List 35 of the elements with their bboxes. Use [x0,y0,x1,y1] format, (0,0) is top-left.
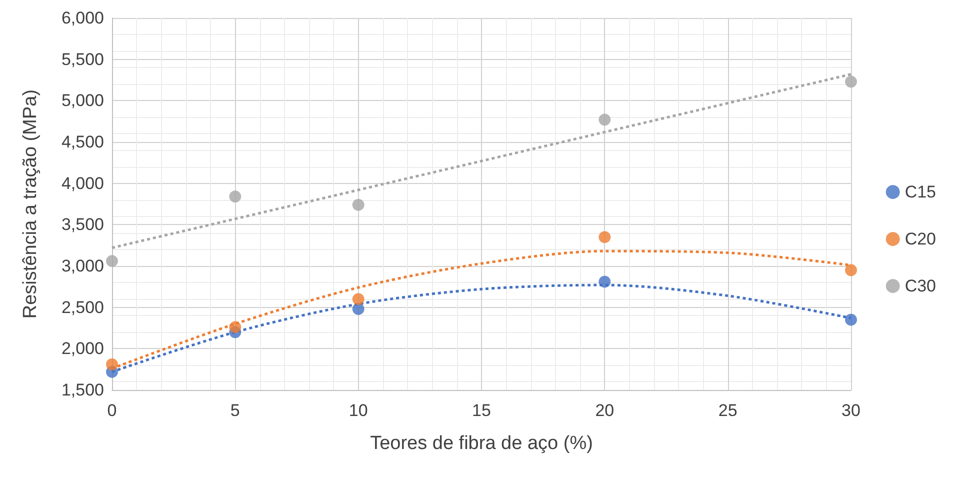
y-tick-label: 5,500 [61,50,104,69]
x-tick-label: 5 [230,401,240,420]
point [845,314,857,326]
point [352,198,364,211]
point [106,358,118,370]
y-tick-label: 3,000 [61,256,104,276]
x-tick-label: 25 [718,401,738,420]
x-tick-label: 15 [472,401,491,420]
point [845,264,857,276]
y-tick-label: 2,000 [61,339,104,358]
x-tick-label: 20 [595,401,614,420]
x-tick-label: 10 [348,401,368,420]
x-axis-title: Teores de fibra de aço (%) [370,433,593,454]
point [598,114,611,126]
point [229,321,242,334]
x-tick-label: 30 [842,401,860,420]
point [229,190,242,203]
legend-label: C20 [904,230,936,248]
x-tick-label: 0 [107,401,117,420]
y-tick-label: 6,000 [61,8,104,28]
point [352,293,364,306]
y-tick-label: 4,000 [61,174,104,193]
point [352,302,364,315]
y-axis-title: Resistência a tração (MPa) [20,89,41,319]
point [598,276,611,288]
y-tick-label: 2,500 [61,298,104,317]
point [106,255,118,268]
legend-label: C15 [904,182,936,202]
y-tick-label: 3,500 [61,215,104,234]
point [845,76,857,88]
y-tick-label: 5,000 [61,91,104,110]
point [598,231,611,244]
y-tick-label: 4,500 [61,132,104,152]
y-tick-label: 1,500 [61,380,104,400]
legend-label: C30 [904,276,936,296]
